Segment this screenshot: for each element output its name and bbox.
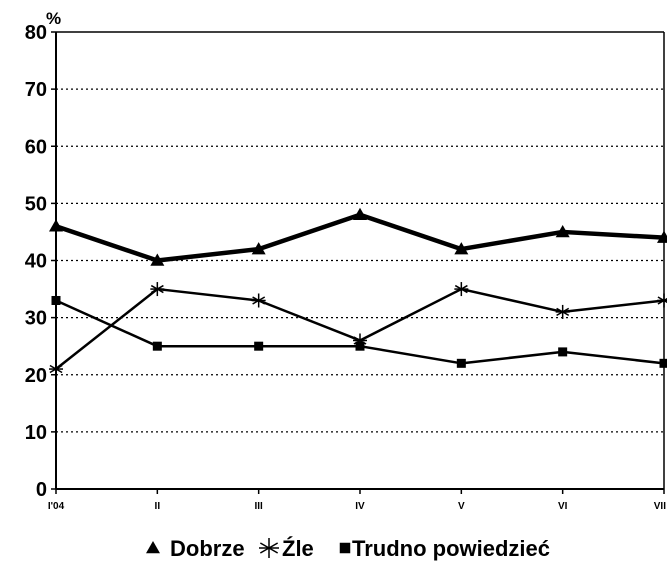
triangle-marker [146,541,160,554]
x-tick-label: II [155,501,161,512]
data-point [152,341,162,351]
x-tick-label: VII [654,501,666,512]
y-axis-unit: % [46,9,61,28]
data-point [456,358,466,368]
x-tick-labels: I'04 II III IV V VI VII [48,489,666,512]
data-point [150,282,165,297]
data-point [251,242,266,255]
data-point [454,282,469,297]
data-point [454,242,469,255]
y-tick-label: 10 [25,422,47,444]
data-point [254,341,264,351]
data-point [657,293,667,308]
series-line [55,287,665,371]
x-tick-label: IV [355,501,365,512]
y-tick-label: 30 [25,308,47,330]
y-tick-label: 40 [25,251,47,273]
data-point [49,219,63,232]
legend-label: Trudno powiedzieć [352,536,550,561]
x-tick-label: VI [558,501,568,512]
data-point [353,207,367,221]
legend-item: Trudno powiedzieć [339,536,550,561]
x-tick-label: V [458,501,465,512]
y-tick-label: 80 [25,22,47,44]
gridlines [56,88,664,433]
data-point [558,347,568,357]
y-tick-label: 70 [25,79,47,101]
series-asterisk [49,282,667,377]
data-point [555,304,570,319]
asterisk-marker [259,538,279,558]
y-tick-label: 0 [36,479,47,501]
series-square [51,295,667,368]
legend-label: Źle [282,536,314,561]
x-tick-label: I'04 [48,501,65,512]
series-group [49,207,667,377]
x-tick-label: III [254,501,263,512]
legend-item: Dobrze [146,536,245,561]
y-tick-label: 20 [25,365,47,387]
series-line [55,212,665,263]
series-triangle [49,207,667,266]
data-point [355,341,365,351]
data-point [49,362,63,377]
data-point [555,224,570,238]
legend: Dobrze Źle Trudno powiedzieć [146,536,550,561]
square-marker [339,542,351,554]
y-tick-labels: 0 10 20 30 40 50 60 70 80 [25,22,56,501]
data-point [51,295,61,305]
data-point [659,358,667,368]
legend-item: Źle [259,536,314,561]
legend-label: Dobrze [170,536,245,561]
y-tick-label: 50 [25,193,47,215]
data-point [251,293,266,308]
y-tick-label: 60 [25,136,47,158]
data-point [657,230,667,243]
data-point [150,253,165,266]
